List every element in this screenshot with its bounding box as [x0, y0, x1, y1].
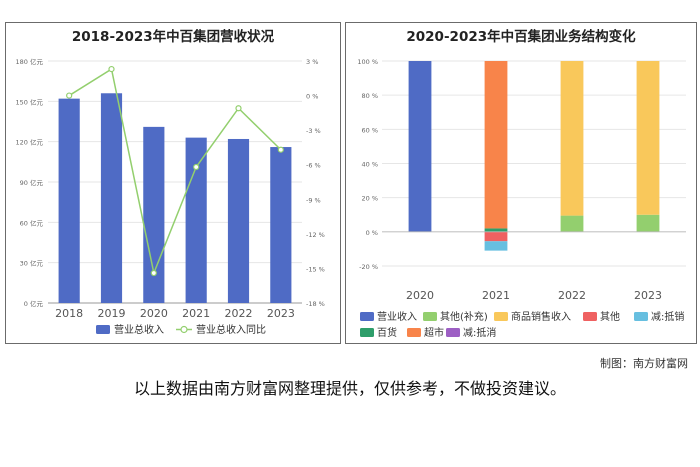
x-tick-label: 2020 [406, 289, 434, 302]
x-tick-label: 2021 [182, 307, 210, 320]
bar-segment [484, 228, 508, 232]
legend-swatch [96, 325, 110, 334]
y-left-tick-label: 90 亿元 [20, 178, 44, 187]
legend-swatch [446, 328, 460, 337]
legend-label: 百货 [377, 326, 397, 339]
x-tick-label: 2020 [140, 307, 168, 320]
y-right-tick-label: -3 % [306, 127, 321, 135]
left-chart-title: 2018-2023年中百集团营收状况 [71, 29, 275, 45]
bar-segment [408, 61, 432, 232]
y-right-tick-label: -9 % [306, 196, 321, 204]
legend-label: 其他 [600, 310, 620, 323]
bar [58, 98, 80, 304]
y-right-tick-label: 3 % [306, 58, 318, 66]
legend-label: 减:抵销 [651, 310, 684, 323]
bar-segment [484, 61, 508, 229]
line-point [277, 146, 284, 153]
x-tick-label: 2021 [482, 289, 510, 302]
y-tick-label: 60 % [361, 126, 378, 134]
bar [185, 137, 207, 303]
bar-segment [636, 61, 660, 215]
y-right-tick-label: -18 % [306, 300, 325, 308]
y-left-tick-label: 0 亿元 [24, 299, 44, 308]
y-right-tick-label: -15 % [306, 265, 325, 273]
line-point [193, 163, 200, 171]
y-left-tick-label: 30 亿元 [20, 259, 44, 268]
footer-disclaimer: 以上数据由南方财富网整理提供，仅供参考，不做投资建议。 [133, 379, 566, 398]
y-tick-label: 0 % [366, 229, 378, 237]
x-tick-label: 2019 [98, 307, 126, 320]
line-point [66, 92, 73, 99]
right-chart-title: 2020-2023年中百集团业务结构变化 [406, 29, 636, 45]
y-right-tick-label: -6 % [306, 162, 321, 170]
y-right-tick-label: 0 % [306, 93, 318, 101]
y-tick-label: 20 % [361, 195, 378, 203]
legend-swatch [360, 328, 374, 337]
y-tick-label: 80 % [361, 92, 378, 100]
line-point [235, 105, 242, 112]
x-tick-label: 2018 [55, 307, 83, 320]
bar [100, 93, 123, 304]
legend-label: 其他(补充) [440, 310, 488, 323]
x-tick-label: 2022 [225, 307, 253, 320]
legend-swatch [494, 312, 508, 321]
series-line [68, 67, 282, 276]
bar [227, 138, 250, 303]
x-tick-label: 2023 [267, 307, 295, 320]
y-left-tick-label: 60 亿元 [20, 218, 44, 227]
line-point [108, 65, 115, 73]
y-left-tick-label: 180 亿元 [16, 57, 44, 66]
legend-swatch [407, 328, 421, 337]
y-tick-label: 100 % [357, 58, 378, 66]
x-tick-label: 2023 [634, 289, 662, 302]
y-right-tick-label: -12 % [306, 231, 325, 239]
legend-swatch [634, 312, 648, 321]
left-chart-svg: 0 亿元 30 亿元 60 亿元 90 亿元 120 亿元 150 亿元 180 亿元 3 %… [16, 57, 325, 336]
legend-swatch [360, 312, 374, 321]
legend-label: 商品销售收入 [511, 310, 571, 323]
y-tick-label: 40 % [361, 161, 378, 169]
line-point [150, 269, 157, 277]
bar-segment [636, 214, 660, 232]
legend-swatch [423, 312, 437, 321]
right-chart-panel: 2020-2023年中百集团业务结构变化 100 % 80 % 60 % 40 % 20… [345, 22, 697, 344]
legend-label: 营业总收入 [114, 323, 164, 336]
y-tick-label: -20 % [359, 263, 378, 271]
legend-label: 超市 [424, 326, 444, 339]
bar-segment [560, 61, 584, 216]
legend-label: 营业收入 [377, 310, 417, 323]
y-left-tick-label: 120 亿元 [16, 138, 44, 147]
legend-swatch [583, 312, 597, 321]
x-tick-label: 2022 [558, 289, 586, 302]
bar-segment [484, 231, 508, 242]
legend-line-marker [180, 325, 188, 334]
legend-label: 减:抵消 [463, 326, 496, 339]
y-left-tick-label: 150 亿元 [16, 97, 44, 106]
legend-label: 营业总收入同比 [196, 323, 266, 336]
bar [270, 147, 292, 303]
right-chart-svg: 100 % 80 % 60 % 40 % 20 % 0 % -20 % 2020 2021 202… [357, 58, 686, 339]
bar [143, 126, 165, 303]
chart-credit: 制图：南方财富网 [600, 357, 688, 370]
bar-segment [560, 215, 584, 232]
left-chart-panel: 2018-2023年中百集团营收状况 0 亿元 30 亿元 60 亿元 90 亿元 12… [5, 22, 341, 344]
bar-segment [484, 241, 508, 251]
